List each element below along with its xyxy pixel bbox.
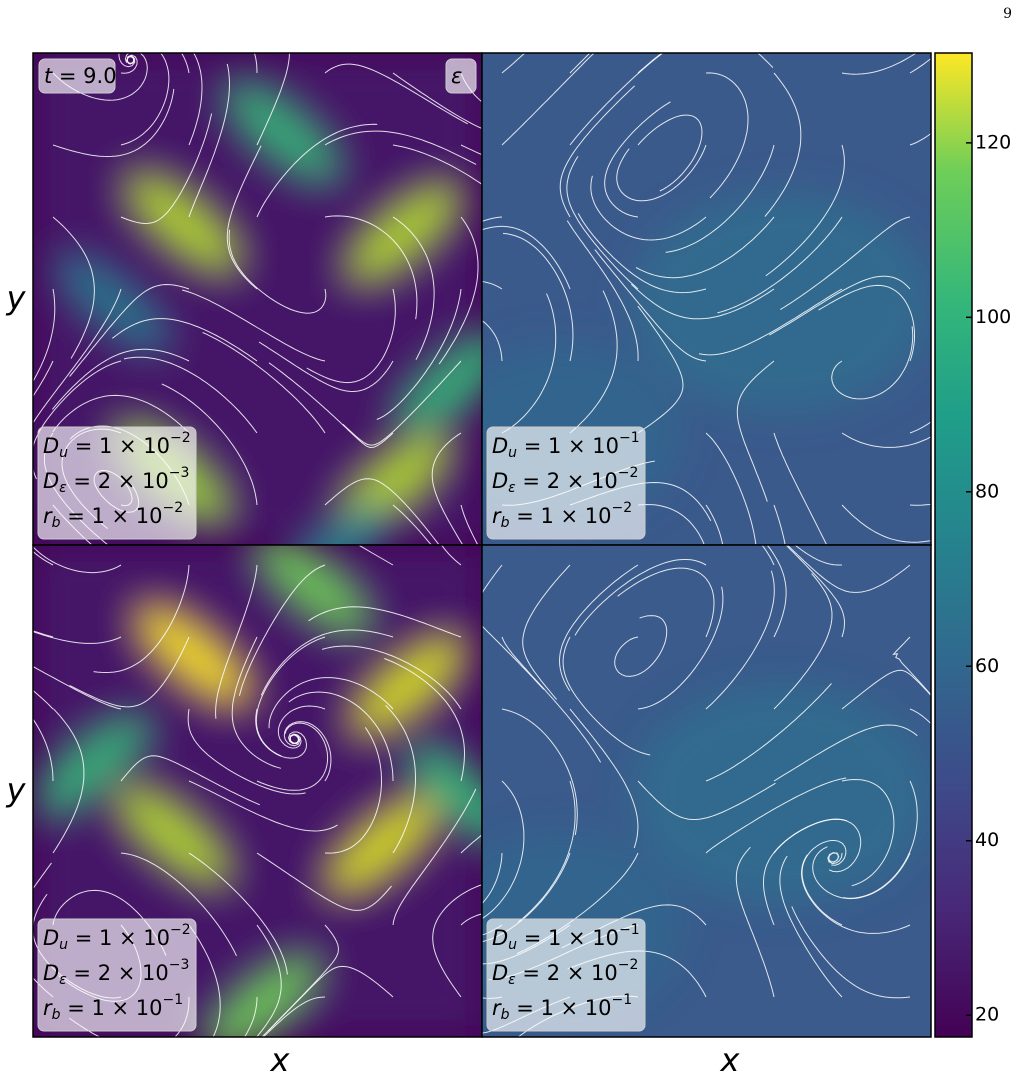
param-box (37, 918, 197, 1032)
panel (33, 53, 482, 545)
panel-label: t = 9.0 (44, 64, 117, 88)
streamlines (33, 545, 482, 1037)
param-box (486, 426, 646, 540)
panel (482, 545, 931, 1037)
param-line: Dε = 2 × 10−2 (492, 957, 638, 988)
y-label: y (6, 279, 27, 317)
page-number: 9 (1003, 6, 1012, 22)
colorbar-tick-label: 120 (975, 131, 1011, 153)
param-line: rb = 1 × 10−2 (43, 500, 183, 531)
panel-label: ε (451, 64, 462, 88)
x-label: x (270, 1041, 291, 1079)
param-line: rb = 1 × 10−1 (492, 992, 632, 1023)
param-line: Dε = 2 × 10−3 (43, 465, 189, 496)
colorbar-tick-label: 60 (975, 655, 999, 677)
streamlines (482, 545, 931, 1037)
param-line: Du = 1 × 10−1 (492, 430, 640, 461)
param-line: rb = 1 × 10−2 (492, 500, 632, 531)
param-line: Du = 1 × 10−2 (43, 922, 191, 953)
colorbar-tick-label: 80 (975, 480, 999, 502)
param-line: Dε = 2 × 10−3 (43, 957, 189, 988)
colorbar-tick-label: 40 (975, 829, 999, 851)
panel-frame (481, 544, 932, 1038)
param-line: Du = 1 × 10−2 (43, 430, 191, 461)
param-box (486, 918, 646, 1032)
label-box (38, 58, 116, 94)
param-line: rb = 1 × 10−1 (43, 992, 183, 1023)
colorbar-tick-label: 100 (975, 306, 1011, 328)
param-line: Du = 1 × 10−1 (492, 922, 640, 953)
colorbar (934, 52, 973, 1038)
colorbar-tick-label: 20 (975, 1004, 999, 1026)
param-line: Dε = 2 × 10−2 (492, 465, 638, 496)
y-label: y (6, 771, 27, 809)
label-box (445, 58, 477, 94)
param-box (37, 426, 197, 540)
x-label: x (720, 1041, 741, 1079)
